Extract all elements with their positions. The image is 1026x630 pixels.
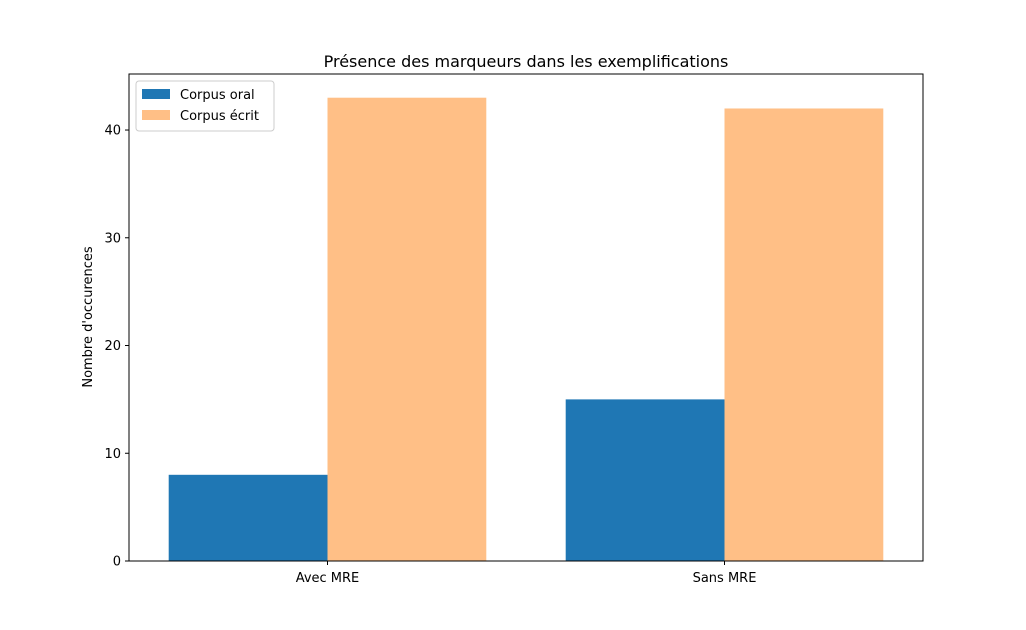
y-tick-label: 0 [113,555,121,570]
y-tick-label: 20 [104,339,121,354]
x-tick-label: Avec MRE [296,571,360,586]
bar-oral-1 [565,399,725,561]
legend-label: Corpus écrit [180,109,259,124]
bar-ecrit-1 [724,108,884,561]
legend-swatch [142,89,170,99]
x-tick-label: Sans MRE [693,571,757,586]
x-axis-ticks: Avec MRE Sans MRE [296,561,757,586]
y-axis-ticks: 0 10 20 30 40 [104,124,129,570]
legend-frame [135,80,275,132]
bar-oral-0 [168,474,328,561]
legend: Corpus oral Corpus écrit [135,80,275,132]
bars-group [168,97,884,561]
bar-ecrit-0 [327,97,487,561]
legend-label: Corpus oral [180,88,255,103]
y-axis-label: Nombre d'occurences [81,246,96,388]
legend-swatch [142,110,170,120]
y-tick-label: 10 [104,447,121,462]
y-tick-label: 30 [104,231,121,246]
y-tick-label: 40 [104,124,121,139]
chart-title: Présence des marqueurs dans les exemplif… [324,52,729,71]
plot-frame [128,73,924,562]
